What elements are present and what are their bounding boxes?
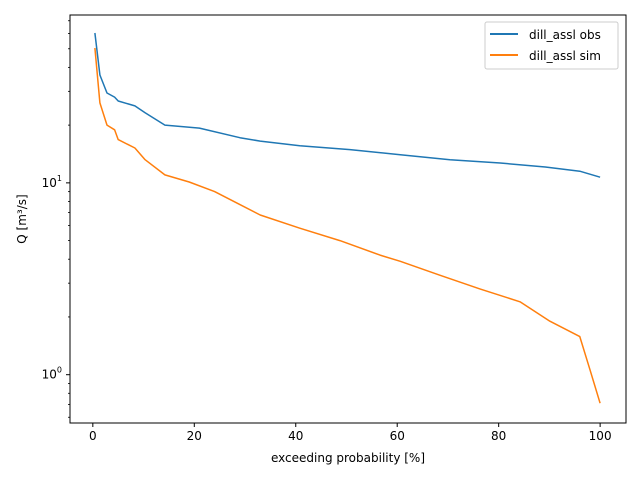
legend: dill_assl obs dill_assl sim [484,21,619,70]
legend-box [484,21,619,70]
x-tick-label: 80 [491,429,506,443]
x-tick-label: 100 [589,429,612,443]
x-tick-label: 20 [187,429,202,443]
legend-label-obs: dill_assl obs [529,28,601,42]
series-line-sim [94,47,601,404]
series-line-obs [94,32,601,178]
y-tick-label: 100 [42,366,62,382]
x-axis-label: exceeding probability [%] [271,451,425,465]
y-axis-label: Q [m³/s] [15,194,29,243]
y-tick-label: 101 [42,174,62,190]
legend-label-sim: dill_assl sim [529,49,601,63]
x-tick-label: 60 [390,429,405,443]
x-tick-label: 40 [288,429,303,443]
axes-frame [69,14,627,424]
x-tick-label: 0 [89,429,97,443]
